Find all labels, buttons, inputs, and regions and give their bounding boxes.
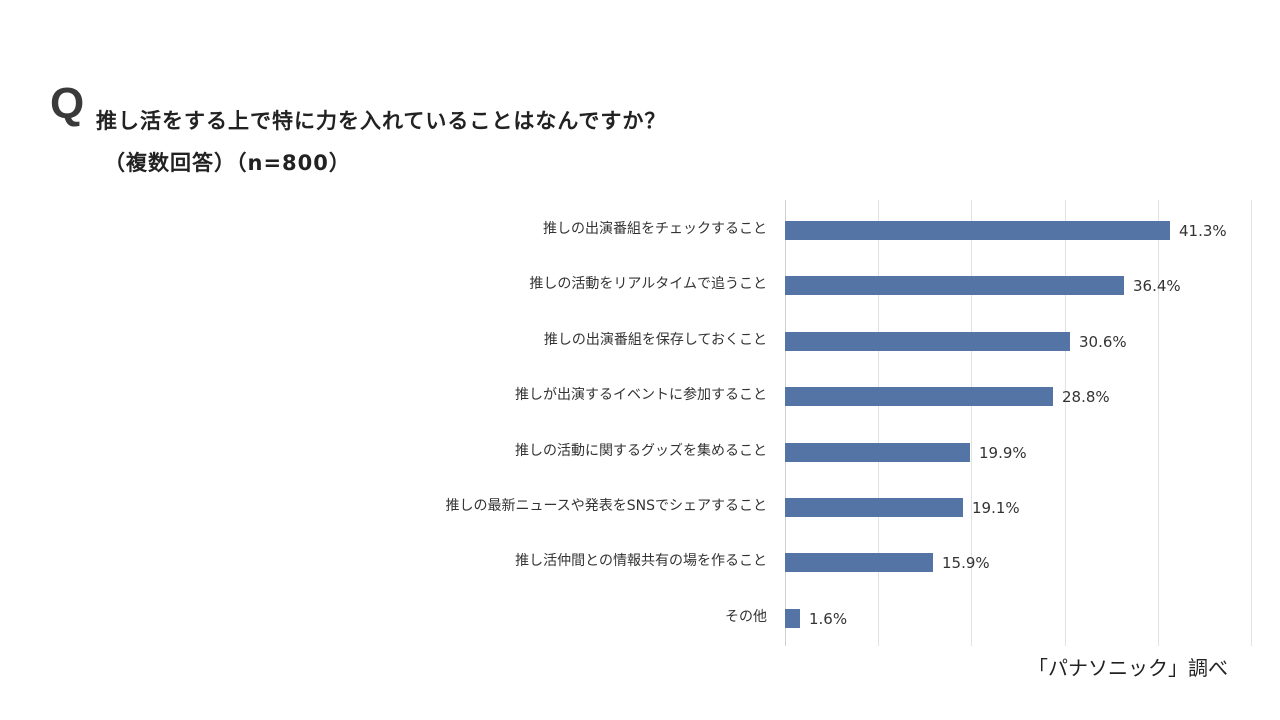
source-note: 「パナソニック」調べ: [1028, 656, 1228, 680]
category-label: 推し活仲間との情報共有の場を作ること: [515, 553, 767, 569]
category-label: 推しの出演番組を保存しておくこと: [543, 332, 767, 348]
gridline: [1065, 200, 1066, 646]
bar: [785, 387, 1053, 406]
bar-value-label: 1.6%: [809, 610, 848, 628]
bar-value-label: 30.6%: [1079, 333, 1127, 351]
gridline: [878, 200, 879, 646]
bar: [785, 276, 1124, 295]
bar-value-label: 19.1%: [972, 499, 1020, 517]
chart-title: 推し活をする上で特に力を入れていることはなんですか？: [96, 109, 667, 133]
category-label: その他: [725, 609, 767, 625]
category-label: 推しの活動をリアルタイムで追うこと: [529, 276, 767, 292]
bar-value-label: 28.8%: [1062, 388, 1110, 406]
category-label: 推しの活動に関するグッズを集めること: [515, 443, 767, 459]
bar-value-label: 36.4%: [1133, 277, 1181, 295]
gridline: [971, 200, 972, 646]
bar: [785, 443, 970, 462]
bar: [785, 332, 1070, 351]
bar-value-label: 19.9%: [979, 444, 1027, 462]
category-label: 推しの出演番組をチェックすること: [543, 221, 767, 237]
bar: [785, 553, 933, 572]
bar-value-label: 41.3%: [1179, 222, 1227, 240]
question-mark: Q: [50, 79, 85, 128]
chart-subtitle: （複数回答）（n=800）: [104, 151, 351, 175]
category-label: 推しが出演するイベントに参加すること: [515, 387, 767, 403]
bar: [785, 221, 1170, 240]
gridline: [1251, 200, 1252, 646]
bar: [785, 609, 800, 628]
bar-value-label: 15.9%: [942, 554, 990, 572]
plot-area: 41.3% 36.4% 30.6% 28.8% 19.9% 19.1% 15.9% 1.6%: [785, 200, 1252, 646]
y-axis-line: [785, 200, 786, 646]
category-label: 推しの最新ニュースや発表をSNSでシェアすること: [445, 498, 767, 514]
bar: [785, 498, 963, 517]
gridline: [1158, 200, 1159, 646]
